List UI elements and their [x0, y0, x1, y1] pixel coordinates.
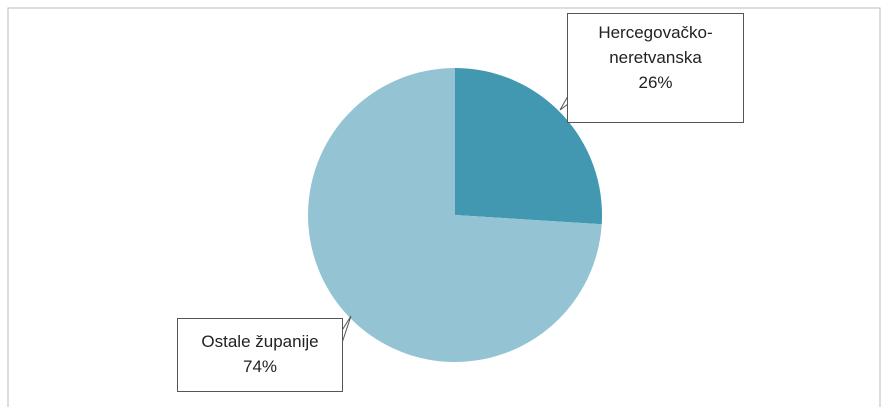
data-label: Hercegovačko-neretvanska 26%: [567, 13, 744, 123]
label-name: Ostale županije: [201, 332, 319, 351]
data-label: Ostale županije 74%: [177, 318, 343, 392]
label-value: 74%: [242, 357, 278, 376]
label-name: Hercegovačko-neretvanska: [598, 23, 713, 67]
pie-slice: [455, 68, 602, 225]
pie-slice: [307, 68, 602, 363]
label-value: 26%: [638, 73, 673, 92]
chart-border: [7, 7, 881, 407]
